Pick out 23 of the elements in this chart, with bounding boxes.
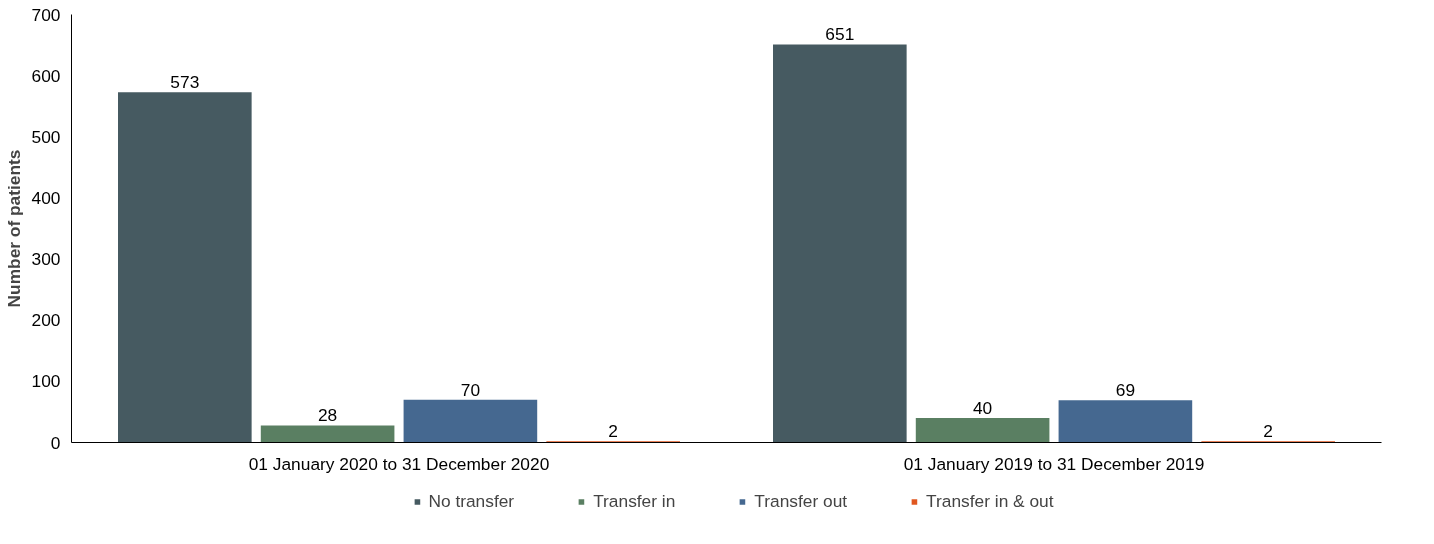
data-label: 651 <box>825 24 855 45</box>
y-tick-label: 400 <box>31 187 61 208</box>
legend-label: Transfer in <box>593 490 676 512</box>
x-tick-label: 01 January 2019 to 31 December 2019 <box>903 453 1205 474</box>
y-tick-label: 100 <box>31 371 61 392</box>
y-tick-label: 200 <box>31 310 61 331</box>
data-label: 28 <box>317 405 338 426</box>
y-tick-label: 600 <box>31 65 61 86</box>
data-label: 69 <box>1115 380 1136 401</box>
legend-label: Transfer out <box>754 490 848 512</box>
legend-label: Transfer in & out <box>926 490 1054 512</box>
data-label: 2 <box>1263 421 1274 442</box>
y-tick-label: 0 <box>50 432 61 453</box>
y-tick-label: 500 <box>31 126 61 147</box>
data-label: 70 <box>460 379 481 400</box>
y-tick-label: 300 <box>31 249 61 270</box>
data-label: 40 <box>972 398 993 419</box>
legend-label: No transfer <box>428 490 515 512</box>
y-tick-label: 700 <box>31 4 61 25</box>
x-tick-label: 01 January 2020 to 31 December 2020 <box>248 453 550 474</box>
data-label: 573 <box>170 72 200 93</box>
data-label: 2 <box>608 421 619 442</box>
y-axis-title: Number of patients <box>3 149 24 308</box>
